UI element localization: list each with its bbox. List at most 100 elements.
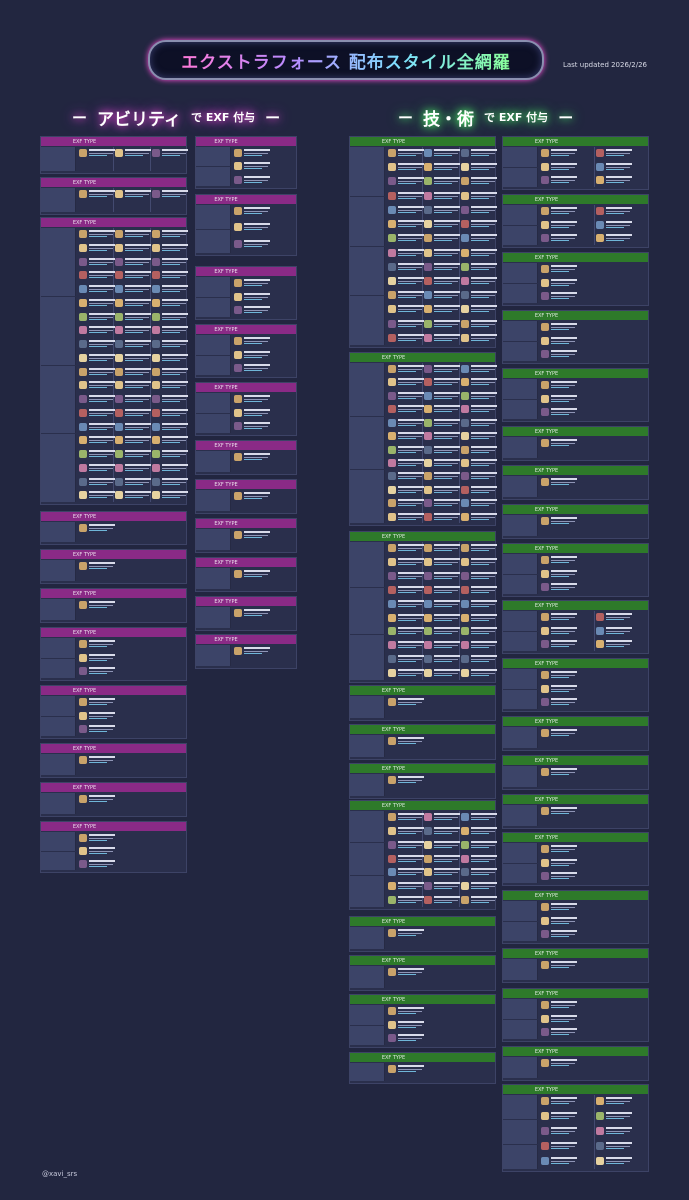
- rarity-cell: [503, 554, 538, 574]
- style-entry: [541, 162, 578, 172]
- column-divider: [422, 363, 424, 523]
- exf-type-header: EXF TYPE: [196, 325, 296, 334]
- style-entry: [388, 698, 425, 707]
- ability-section-heading: ー アビリティ で EXF 付与 ー: [72, 104, 312, 130]
- character-portrait-icon: [460, 234, 469, 243]
- character-portrait-icon: [151, 367, 160, 376]
- style-entry: [79, 477, 116, 487]
- style-entry: [388, 557, 425, 567]
- style-entry: [541, 350, 578, 359]
- exf-type-label: EXF TYPE: [214, 326, 238, 333]
- rarity-cell: [41, 147, 76, 171]
- exf-type-label: EXF TYPE: [534, 950, 559, 957]
- style-entry: [388, 544, 425, 553]
- style-entry: [151, 190, 189, 199]
- rarity-cell: [350, 1063, 385, 1081]
- character-portrait-icon: [234, 337, 242, 345]
- style-entry: [460, 627, 498, 636]
- style-entry: [595, 162, 633, 172]
- style-entry: [424, 813, 461, 822]
- style-entry: [460, 882, 498, 891]
- character-portrait-icon: [388, 163, 396, 172]
- character-portrait-icon: [541, 265, 549, 273]
- exf-type-header: EXF TYPE: [350, 1053, 495, 1062]
- style-entry: [541, 671, 578, 680]
- character-portrait-icon: [79, 149, 87, 157]
- style-entry: [79, 381, 116, 390]
- rarity-cell: [196, 451, 231, 472]
- rarity-cell: [350, 966, 385, 988]
- exf-type-header: EXF TYPE: [503, 989, 648, 998]
- character-portrait-icon: [115, 298, 124, 307]
- character-portrait-icon: [460, 571, 469, 580]
- character-portrait-icon: [388, 544, 396, 552]
- rarity-cell: [350, 416, 385, 470]
- character-portrait-icon: [79, 847, 87, 855]
- character-portrait-icon: [541, 278, 549, 287]
- character-portrait-icon: [388, 432, 396, 441]
- exf-type-header: EXF TYPE: [196, 480, 296, 489]
- style-entry: [424, 391, 461, 401]
- style-entry: [234, 647, 271, 656]
- style-entry: [151, 491, 189, 500]
- character-portrait-icon: [424, 458, 433, 467]
- style-entry: [115, 353, 152, 363]
- style-entry: [541, 278, 578, 288]
- style-entry: [541, 234, 578, 243]
- style-entry: [151, 422, 189, 432]
- exf-type-label: EXF TYPE: [214, 442, 238, 449]
- character-portrait-icon: [234, 492, 242, 500]
- style-entry: [79, 860, 116, 869]
- exf-type-header: EXF TYPE: [503, 717, 648, 726]
- exf-type-label: EXF TYPE: [534, 370, 559, 377]
- style-entry: [79, 756, 116, 765]
- character-portrait-icon: [151, 491, 160, 500]
- style-entry: [388, 365, 425, 374]
- character-portrait-icon: [424, 544, 433, 552]
- character-portrait-icon: [541, 478, 549, 486]
- character-portrait-icon: [234, 570, 242, 578]
- style-entry: [460, 896, 498, 905]
- exf-type-label: EXF TYPE: [381, 957, 406, 964]
- skill-section-heading: ー 技・術 で EXF 付与 ー: [398, 104, 638, 130]
- character-portrait-icon: [424, 882, 433, 891]
- exf-type-header: EXF TYPE: [350, 137, 495, 146]
- style-entry: [460, 826, 498, 836]
- character-portrait-icon: [460, 499, 469, 508]
- rarity-cell: [350, 542, 385, 588]
- character-portrait-icon: [424, 220, 433, 229]
- rarity-cell: [196, 277, 231, 297]
- rarity-cell: [350, 735, 385, 757]
- character-portrait-icon: [541, 729, 549, 737]
- character-portrait-icon: [151, 422, 160, 431]
- character-portrait-icon: [424, 378, 433, 387]
- character-portrait-icon: [541, 1112, 549, 1120]
- rarity-cell: [196, 167, 231, 186]
- exf-type-header: EXF TYPE: [41, 137, 186, 146]
- style-entry: [460, 163, 498, 172]
- exf-type-header: EXF TYPE: [350, 956, 495, 965]
- style-entry: [424, 826, 461, 836]
- rarity-cell: [196, 355, 231, 375]
- character-portrait-icon: [460, 445, 469, 454]
- exf-type-label: EXF TYPE: [72, 551, 97, 558]
- exf-type-label: EXF TYPE: [72, 687, 97, 694]
- exf-type-panel: EXF TYPE: [40, 685, 187, 739]
- character-portrait-icon: [151, 298, 160, 307]
- style-entry: [541, 930, 578, 939]
- column-divider: [113, 228, 115, 502]
- style-entry: [541, 265, 578, 274]
- character-portrait-icon: [79, 436, 87, 445]
- exf-type-panel: EXF TYPE: [502, 136, 649, 190]
- exf-type-panel: EXF TYPE: [349, 800, 498, 910]
- character-portrait-icon: [424, 599, 433, 608]
- character-portrait-icon: [388, 557, 396, 566]
- character-portrait-icon: [234, 239, 242, 248]
- style-entry: [460, 291, 498, 300]
- exf-type-header: EXF TYPE: [196, 558, 296, 567]
- style-entry: [541, 1112, 578, 1121]
- style-entry: [460, 248, 498, 258]
- style-entry: [388, 163, 425, 172]
- style-entry: [541, 845, 578, 854]
- column-divider: [113, 147, 115, 171]
